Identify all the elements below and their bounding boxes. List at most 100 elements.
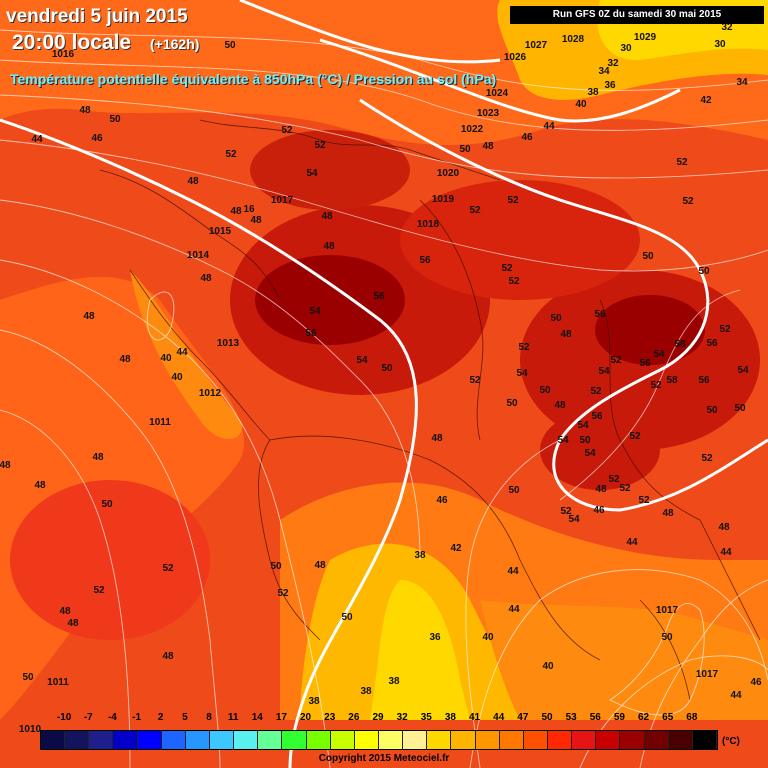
- legend-swatch: [306, 731, 331, 749]
- temperature-label: 58: [666, 375, 678, 386]
- pressure-label: 1011: [149, 417, 171, 428]
- temperature-label: 40: [171, 372, 183, 383]
- legend-swatch: [596, 731, 621, 749]
- temperature-label: 52: [560, 506, 572, 517]
- field-hotter-core-france: [255, 255, 405, 345]
- temperature-label: 52: [719, 324, 731, 335]
- temperature-label: 50: [506, 398, 518, 409]
- legend-tick-label: 53: [565, 712, 577, 723]
- legend-tick-label: -7: [83, 712, 93, 723]
- temperature-label: 50: [224, 40, 236, 51]
- legend-tick-label: 56: [589, 712, 601, 723]
- legend-tick-label: 2: [157, 712, 164, 723]
- field-hot-core-germany: [250, 130, 410, 210]
- temperature-label: 48: [187, 176, 199, 187]
- temperature-label: 48: [79, 105, 91, 116]
- temperature-label: 44: [508, 604, 520, 615]
- legend-tick-label: 59: [613, 712, 625, 723]
- temperature-label: 50: [381, 363, 393, 374]
- temperature-label: 52: [281, 125, 293, 136]
- field-yellowlight-south: [370, 580, 470, 720]
- map-subtitle: Température potentielle équivalente à 85…: [10, 71, 497, 87]
- temperature-label: 50: [109, 114, 121, 125]
- temperature-label: 52: [608, 474, 620, 485]
- temperature-label: 50: [661, 632, 673, 643]
- temperature-label: 48: [200, 273, 212, 284]
- pressure-label: 1016: [52, 49, 75, 60]
- temperature-label: 40: [482, 632, 494, 643]
- temperature-label: 48: [662, 508, 674, 519]
- temperature-label: 32: [721, 22, 733, 33]
- temperature-label: 44: [626, 537, 638, 548]
- pressure-label: 1024: [486, 88, 509, 99]
- pressure-label: 1026: [504, 52, 527, 63]
- temperature-label: 48: [92, 452, 104, 463]
- copyright: Copyright 2015 Meteociel.fr: [318, 753, 450, 764]
- temperature-label: 52: [501, 263, 513, 274]
- pressure-label: 1027: [525, 40, 548, 51]
- pressure-label: 1028: [562, 34, 585, 45]
- temperature-label: 44: [507, 566, 519, 577]
- temperature-label: 46: [593, 505, 605, 516]
- legend-tick-label: -4: [107, 712, 117, 723]
- run-info-box: Run GFS 0Z du samedi 30 mai 2015: [510, 6, 764, 24]
- pressure-label: 1011: [47, 677, 69, 688]
- temperature-label: 54: [577, 420, 589, 431]
- temperature-label: 42: [700, 95, 712, 106]
- temperature-label: 48: [59, 606, 71, 617]
- temperature-label: 46: [521, 132, 533, 143]
- legend-swatch: [620, 731, 645, 749]
- legend-swatch: [403, 731, 428, 749]
- temperature-label: 54: [568, 514, 580, 525]
- temperature-label: 52: [162, 563, 174, 574]
- temperature-label: 54: [557, 435, 569, 446]
- temperature-label: 38: [360, 686, 372, 697]
- temperature-label: 30: [620, 43, 632, 54]
- legend-tick-label: 8: [206, 712, 212, 723]
- legend-swatch: [185, 731, 210, 749]
- pressure-label: 1012: [199, 388, 222, 399]
- temperature-label: 36: [429, 632, 441, 643]
- legend-tick-label: 68: [686, 712, 698, 723]
- temperature-label: 50: [642, 251, 654, 262]
- legend-tick-label: 20: [300, 712, 312, 723]
- temperature-label: 50: [508, 485, 520, 496]
- lead-time: (+162h): [150, 36, 200, 52]
- temperature-label: 48: [230, 206, 242, 217]
- legend-swatch: [523, 731, 548, 749]
- field-hotter-core-east: [595, 295, 705, 365]
- legend-swatch: [258, 731, 283, 749]
- legend-tick-label: 23: [324, 712, 336, 723]
- temperature-label: 50: [101, 499, 113, 510]
- legend-swatch: [234, 731, 259, 749]
- temperature-label: 48: [321, 211, 333, 222]
- legend-tick-label: 62: [638, 712, 650, 723]
- legend-tick-label: 38: [444, 712, 456, 723]
- temperature-label: 56: [698, 375, 710, 386]
- legend-swatch: [475, 731, 500, 749]
- temperature-label: 52: [469, 205, 481, 216]
- temperature-label: 48: [554, 400, 566, 411]
- temperature-label: 52: [676, 157, 688, 168]
- legend-tick-label: 26: [348, 712, 360, 723]
- temperature-label: 38: [308, 696, 320, 707]
- coastlines: [99, 119, 761, 701]
- temperature-label: 34: [598, 66, 610, 77]
- temperature-label: 48: [595, 484, 607, 495]
- pressure-label: 1010: [19, 724, 42, 735]
- temperature-label: 52: [650, 380, 662, 391]
- temperature-label: 56: [373, 291, 385, 302]
- legend-swatch: [378, 731, 404, 749]
- temperature-label: 44: [720, 547, 732, 558]
- time-line: 20:00 locale: [12, 31, 132, 54]
- temperature-label: 44: [31, 134, 43, 145]
- legend-swatch: [668, 731, 693, 749]
- field-red-atlantic: [10, 480, 210, 640]
- temperature-label: 38: [414, 550, 426, 561]
- temperature-label: 48: [162, 651, 174, 662]
- legend-swatch: [354, 731, 379, 749]
- temperature-label: 52: [314, 140, 326, 151]
